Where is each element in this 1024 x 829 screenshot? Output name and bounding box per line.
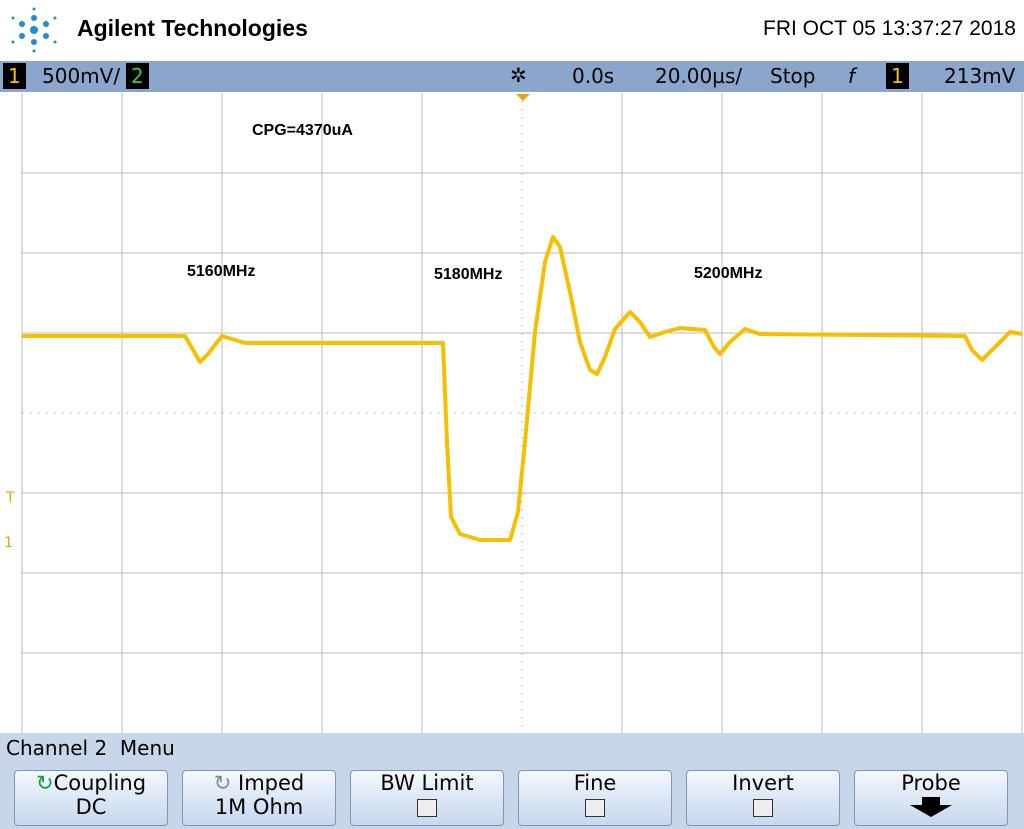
delay: 0.0s [572,64,615,88]
bw-limit-button[interactable]: BW Limit [350,770,504,826]
trigger-slope: f [848,64,856,88]
screen [21,93,1023,733]
cycle-icon: ↻ [213,771,239,795]
label-text: Imped [238,771,305,795]
grid [21,93,1023,733]
checkbox [417,799,437,817]
brand: Agilent Technologies [77,15,308,41]
button-label: Invert [732,771,794,795]
annotation: 5180MHz [434,266,503,283]
annotation: CPG=4370uA [252,122,353,139]
annotation: 5160MHz [187,263,256,280]
logo [11,7,57,53]
channel-1[interactable]: 1 [3,63,26,89]
fine-button[interactable]: Fine [518,770,672,826]
button-value: DC [75,795,107,819]
timebase: 20.00µs/ [655,64,743,88]
checkbox [753,799,773,817]
button-label: Fine [573,771,617,795]
status-bar: 1 500mV/ 2 ✲ 0.0s 20.00µs/ Stop f 1 213m… [0,61,1024,92]
annotation: 5200MHz [694,265,763,282]
label-text: Coupling [53,771,147,795]
trigger-marker: T [6,490,15,506]
button-label: Probe [901,771,961,795]
ground-marker: 1 [4,535,13,551]
trigger-icon: ✲ [510,63,527,87]
trigger-channel: 1 [886,63,909,89]
button-label: ↻ Imped [183,771,335,795]
run-state: Stop [770,64,816,88]
datetime: FRI OCT 05 13:37:27 2018 [763,17,1016,40]
button-label: ↻Coupling [15,771,167,795]
invert-button[interactable]: Invert [686,770,840,826]
imped-button[interactable]: ↻ Imped 1M Ohm [182,770,336,826]
menu-title: Channel 2 Menu [6,736,175,760]
scale: 500mV/ [42,64,121,88]
trigger-level: 213mV [944,64,1016,88]
cycle-icon: ↻ [35,771,54,795]
channel-2[interactable]: 2 [126,63,149,89]
button-value: 1M Ohm [214,795,304,819]
coupling-button[interactable]: ↻Coupling DC [14,770,168,826]
down-arrow [910,797,952,817]
menu: Channel 2 Menu ↻Coupling DC ↻ Imped 1M Ohm… [0,733,1024,829]
trigger-pos [516,94,530,101]
button-label: BW Limit [380,771,474,795]
checkbox [585,799,605,817]
waveform [22,235,1023,542]
probe-button[interactable]: Probe [854,770,1008,826]
